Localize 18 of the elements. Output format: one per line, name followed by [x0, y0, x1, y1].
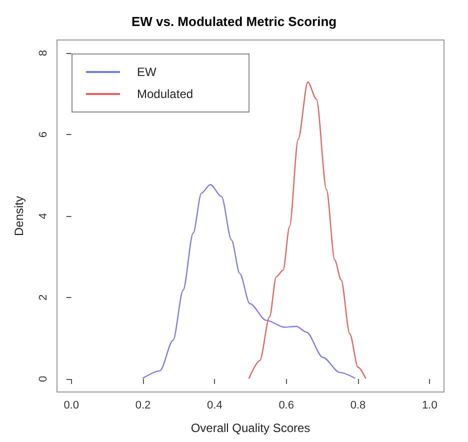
- y-tick-label: 2: [38, 294, 50, 301]
- x-tick-label: 0.6: [278, 400, 294, 412]
- x-tick-label: 1.0: [422, 400, 438, 412]
- line-series: [142, 184, 356, 379]
- line-series: [248, 81, 366, 379]
- y-axis-title: Density: [12, 196, 26, 236]
- y-tick-label: 0: [38, 376, 50, 382]
- x-tick-label: 0.2: [135, 400, 151, 412]
- legend-label: EW: [137, 65, 158, 79]
- y-tick-label: 8: [38, 50, 50, 56]
- x-axis-title: Overall Quality Scores: [190, 421, 310, 435]
- y-tick-label: 6: [38, 131, 50, 138]
- x-tick-label: 0.8: [350, 400, 366, 412]
- x-tick-label: 0.0: [64, 400, 79, 412]
- chart-title: EW vs. Modulated Metric Scoring: [131, 14, 337, 29]
- x-tick-label: 0.4: [207, 400, 222, 412]
- y-tick-label: 4: [38, 212, 50, 220]
- legend-label: Modulated: [137, 87, 194, 101]
